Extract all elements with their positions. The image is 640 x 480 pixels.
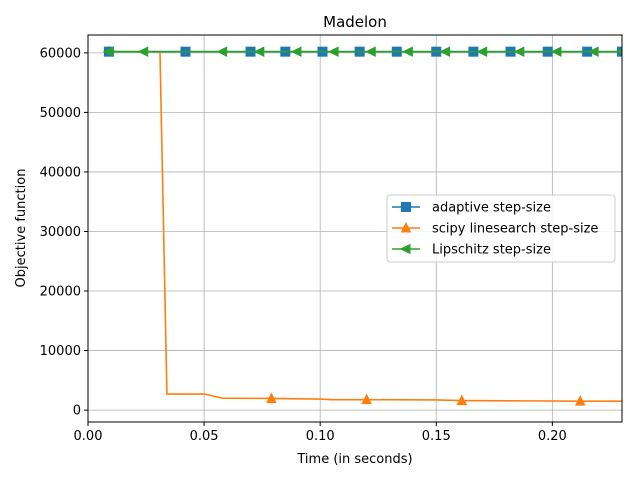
chart-title: Madelon: [323, 13, 387, 31]
legend-label: adaptive step-size: [432, 201, 551, 216]
data-point: [402, 46, 413, 57]
legend: adaptive step-size scipy linesearch step-…: [386, 194, 616, 263]
x-tick-label: 0.00: [74, 429, 103, 444]
legend-entry: Lipschitz step-size: [392, 243, 551, 258]
series-lipschitz-step-size: [102, 46, 622, 57]
legend-box: [386, 194, 616, 263]
y-tick-label: 20000: [40, 285, 81, 300]
data-point: [327, 46, 339, 57]
data-point: [266, 392, 277, 403]
x-tick-label: 0.20: [538, 429, 567, 444]
data-point: [102, 46, 114, 57]
data-point: [588, 46, 599, 57]
y-axis-label: Objective function: [14, 169, 29, 288]
data-point: [574, 395, 586, 406]
data-point: [456, 394, 468, 406]
y-tick-label: 50000: [40, 106, 81, 121]
y-tick-label: 30000: [40, 225, 81, 240]
grid-lines: [87, 35, 622, 422]
x-axis-label: Time (in seconds): [296, 452, 412, 467]
data-point: [253, 46, 265, 57]
plot-frame: [87, 34, 623, 423]
data-point: [137, 46, 149, 57]
y-tick-label: 60000: [40, 46, 81, 61]
data-point: [513, 46, 525, 57]
legend-entry: scipy linesearch step-size: [392, 222, 598, 237]
data-point: [361, 393, 372, 405]
x-tick-label: 0.10: [306, 429, 335, 444]
legend-label: Lipschitz step-size: [432, 243, 551, 258]
x-tick-label: 0.05: [190, 429, 219, 444]
data-point: [290, 46, 302, 57]
legend-label: scipy linesearch step-size: [432, 222, 598, 237]
y-tick-label: 10000: [40, 344, 81, 359]
y-tick-label: 0: [73, 404, 81, 419]
series-line: [108, 50, 622, 402]
data-point: [365, 46, 376, 57]
x-tick-label: 0.15: [422, 429, 451, 444]
data-point: [216, 46, 228, 57]
axis-ticks: 0.00 0.05 0.10 0.15 0.20 0 10000 20000 30000 4000…: [40, 46, 567, 444]
legend-marker: [401, 202, 411, 212]
series-group: [102, 45, 622, 406]
data-point: [550, 46, 562, 57]
data-point: [439, 46, 451, 57]
y-tick-label: 40000: [40, 165, 81, 180]
legend-marker: [399, 243, 411, 255]
legend-entry: adaptive step-size: [392, 201, 551, 216]
legend-marker: [400, 221, 412, 233]
data-point: [476, 46, 488, 57]
